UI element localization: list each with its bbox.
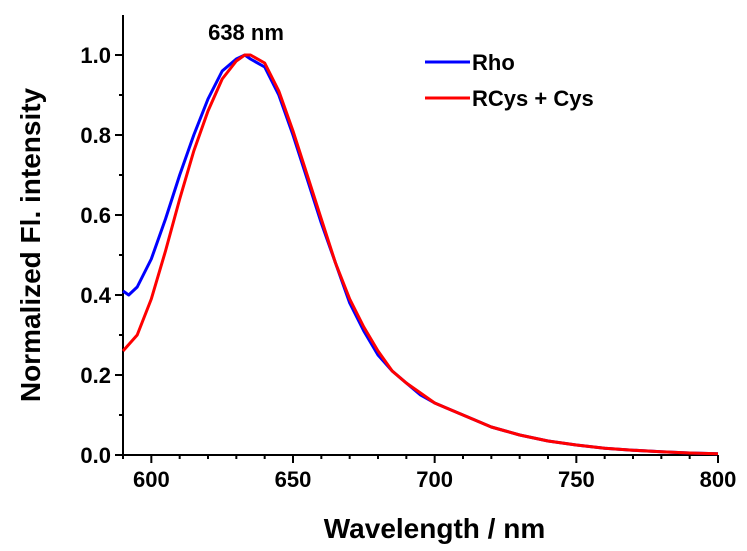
y-axis-title: Normalized Fl. intensity	[15, 87, 46, 402]
y-tick-label: 1.0	[80, 43, 111, 68]
x-tick-label: 700	[416, 467, 453, 492]
y-tick-label: 0.4	[80, 283, 111, 308]
x-tick-label: 650	[275, 467, 312, 492]
x-ticks: 600 650 700 750 800	[122, 455, 737, 492]
peak-annotation: 638 nm	[208, 20, 284, 45]
legend-label-rcys-cys: RCys + Cys	[472, 86, 594, 111]
series-group	[121, 53, 719, 456]
y-tick-label: 0.8	[80, 123, 111, 148]
legend: Rho RCys + Cys	[425, 50, 594, 111]
legend-label-rho: Rho	[472, 50, 515, 75]
x-tick-label: 800	[700, 467, 737, 492]
x-axis-title: Wavelength / nm	[324, 513, 545, 544]
x-tick-label: 750	[558, 467, 595, 492]
y-ticks: 0.0 0.2 0.4 0.6 0.8 1.0	[80, 43, 123, 468]
y-tick-label: 0.0	[80, 443, 111, 468]
series-line-rcys-cys	[121, 53, 719, 456]
y-tick-label: 0.2	[80, 363, 111, 388]
plot-area: 600 650 700 750 800 0.0 0.2 0.4 0.6 0.8 1.0	[80, 15, 736, 492]
x-tick-label: 600	[133, 467, 170, 492]
y-tick-label: 0.6	[80, 203, 111, 228]
